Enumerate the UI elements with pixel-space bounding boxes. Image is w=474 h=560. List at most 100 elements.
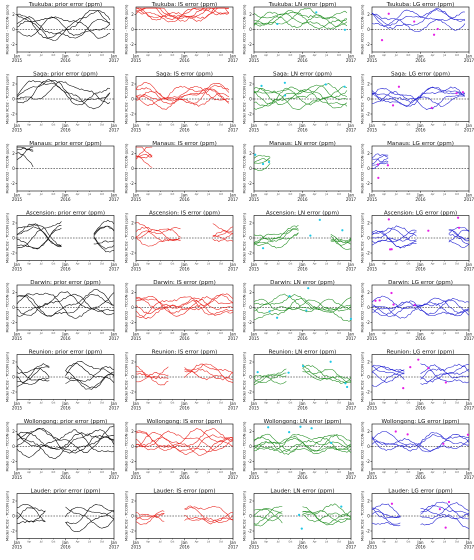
x-minor-tick-label: Apr [27, 263, 31, 266]
series-line [135, 296, 234, 318]
y-tick-label: 2 [367, 12, 370, 17]
x-tick-label: 2015 [12, 336, 23, 341]
x-minor-tick-label: Apr [146, 332, 150, 335]
y-tick-label: -2 [248, 528, 252, 533]
x-tick-label: Jan [368, 54, 376, 59]
series-line [135, 512, 165, 525]
y-tick-label: -2 [248, 389, 252, 394]
marker-point [309, 234, 312, 237]
series-line [302, 369, 352, 383]
series-line [253, 157, 271, 164]
x-tick-label: Jan [250, 471, 258, 476]
series-line [371, 231, 417, 249]
x-tick-label: Jan [250, 262, 258, 267]
x-minor-tick-label: Oct [337, 541, 341, 544]
x-tick-label: 2017 [109, 267, 120, 272]
x-minor-tick-label: Oct [51, 54, 55, 57]
x-minor-tick-label: Apr [27, 193, 31, 196]
series-line [371, 231, 417, 244]
x-minor-tick-label: Jul [158, 402, 162, 405]
panel-title: Saga: prior error (ppm) [33, 71, 98, 77]
series-line [253, 88, 348, 106]
x-tick-label: 2017 [109, 336, 120, 341]
marker-point [315, 11, 318, 14]
x-minor-tick-label: Oct [288, 263, 292, 266]
x-minor-tick-label: Oct [100, 471, 104, 474]
y-tick-label: -2 [130, 320, 134, 325]
x-tick-label: Jan [13, 123, 21, 128]
x-minor-tick-label: Oct [455, 471, 459, 474]
series-line [420, 512, 470, 526]
y-tick-label: 0 [367, 96, 370, 101]
series-line [135, 510, 165, 521]
y-tick-label: 2 [367, 429, 370, 434]
marker-point [386, 164, 390, 167]
panel-title: Saga: LG error (ppm) [391, 71, 450, 77]
x-tick-label: 2016 [415, 58, 426, 63]
y-tick-label: 0 [131, 374, 134, 379]
x-tick-label: Jan [347, 540, 355, 545]
x-tick-label: 2016 [60, 58, 71, 63]
x-minor-tick-label: Apr [431, 471, 435, 474]
y-tick-label: -2 [130, 42, 134, 47]
y-tick-label: 2 [131, 429, 134, 434]
x-minor-tick-label: Apr [146, 402, 150, 405]
marker-point [299, 425, 302, 428]
y-tick-label: 0 [367, 513, 370, 518]
x-tick-label: Jan [61, 401, 69, 406]
marker-point [442, 442, 445, 445]
y-tick-label: -2 [366, 459, 370, 464]
x-minor-tick-label: Apr [76, 402, 80, 405]
x-tick-label: Jan [180, 540, 188, 545]
marker-point [343, 85, 346, 88]
y-axis-label: Model XCO2 - TCCON (ppm) [361, 351, 365, 401]
x-minor-tick-label: Jul [442, 193, 446, 196]
x-tick-label: Jan [250, 332, 258, 337]
x-minor-tick-label: Jul [442, 541, 446, 544]
series-line [371, 87, 466, 103]
y-tick-label: 0 [249, 513, 252, 518]
x-tick-label: Jan [368, 123, 376, 128]
series-line [371, 229, 417, 248]
x-tick-label: 2015 [131, 197, 142, 202]
series-line [135, 146, 153, 158]
marker-point [283, 94, 287, 97]
x-tick-label: Jan [229, 540, 237, 545]
marker-point [397, 85, 401, 88]
series-line [253, 86, 348, 109]
x-minor-tick-label: Apr [76, 124, 80, 127]
series-line [16, 227, 62, 250]
x-minor-tick-label: Oct [100, 54, 104, 57]
panel-title: Reunion: IS error (ppm) [152, 349, 218, 355]
panel-title: Lauder: LN error (ppm) [270, 488, 334, 494]
y-axis-label: Model XCO2 - TCCON (ppm) [125, 212, 129, 262]
series-line [93, 225, 115, 235]
y-axis-label: Model XCO2 - TCCON (ppm) [243, 490, 247, 540]
x-minor-tick-label: Apr [313, 402, 317, 405]
x-minor-tick-label: Oct [288, 124, 292, 127]
panel-title: Manaus: LN error (ppm) [269, 141, 336, 147]
x-minor-tick-label: Oct [288, 332, 292, 335]
x-minor-tick-label: Oct [219, 541, 223, 544]
x-minor-tick-label: Apr [146, 124, 150, 127]
x-minor-tick-label: Oct [337, 124, 341, 127]
y-axis-label: Model XCO2 - TCCON (ppm) [125, 143, 129, 193]
series-line [16, 367, 50, 378]
y-tick-label: 2 [131, 151, 134, 156]
x-minor-tick-label: Oct [219, 124, 223, 127]
marker-point [287, 371, 290, 374]
x-minor-tick-label: Apr [431, 332, 435, 335]
x-minor-tick-label: Jul [324, 54, 328, 57]
x-minor-tick-label: Apr [382, 402, 386, 405]
y-tick-label: 2 [367, 290, 370, 295]
marker-point [466, 433, 470, 436]
x-tick-label: Jan [298, 332, 306, 337]
x-tick-label: Jan [347, 54, 355, 59]
series-line [16, 226, 62, 248]
x-minor-tick-label: Jul [39, 332, 43, 335]
y-tick-label: -2 [11, 181, 15, 186]
y-tick-label: -2 [248, 459, 252, 464]
x-tick-label: 2015 [249, 475, 260, 480]
series-line [371, 157, 389, 170]
x-minor-tick-label: Jul [87, 402, 91, 405]
